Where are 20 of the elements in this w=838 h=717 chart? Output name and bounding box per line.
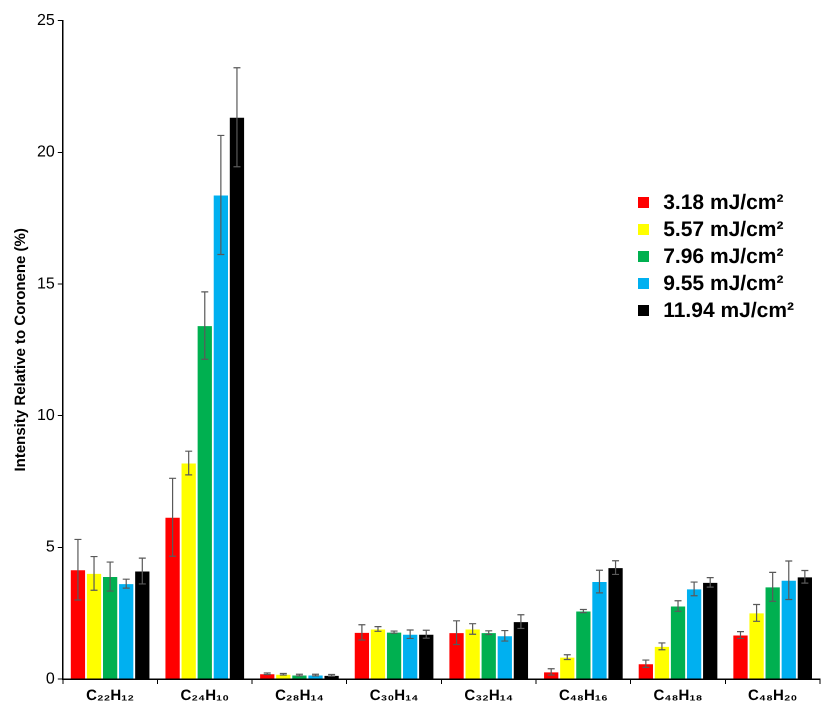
legend-label: 11.94 mJ/cm² — [663, 298, 794, 323]
legend-label: 9.55 mJ/cm² — [663, 272, 784, 296]
legend-label: 7.96 mJ/cm² — [663, 244, 784, 269]
legend-label: 5.57 mJ/cm² — [663, 218, 784, 242]
x-tick-label: C₄₈H₁₆ — [558, 687, 608, 704]
y-tick-label: 15 — [37, 275, 55, 292]
y-axis-title: Intensity Relative to Coronene (%) — [12, 228, 30, 472]
x-tick-label: C₄₈H₂₀ — [748, 687, 798, 704]
x-tick-label: C₃₀H₁₄ — [370, 687, 418, 704]
y-tick-label: 20 — [37, 144, 55, 161]
x-tick-label: C₂₄H₁₀ — [180, 687, 229, 704]
y-tick-label: 10 — [37, 407, 55, 424]
x-tick-label: C₂₂H₁₂ — [86, 687, 134, 704]
y-tick-label: 25 — [37, 12, 55, 30]
legend-label: 3.18 mJ/cm² — [663, 190, 784, 215]
y-tick-label: 0 — [46, 670, 55, 688]
x-tick-label: C₂₈H₁₄ — [275, 687, 324, 704]
y-tick-label: 5 — [46, 538, 55, 556]
x-tick-label: C₃₂H₁₄ — [464, 687, 514, 704]
x-tick-label: C₄₈H₁₈ — [653, 687, 703, 704]
